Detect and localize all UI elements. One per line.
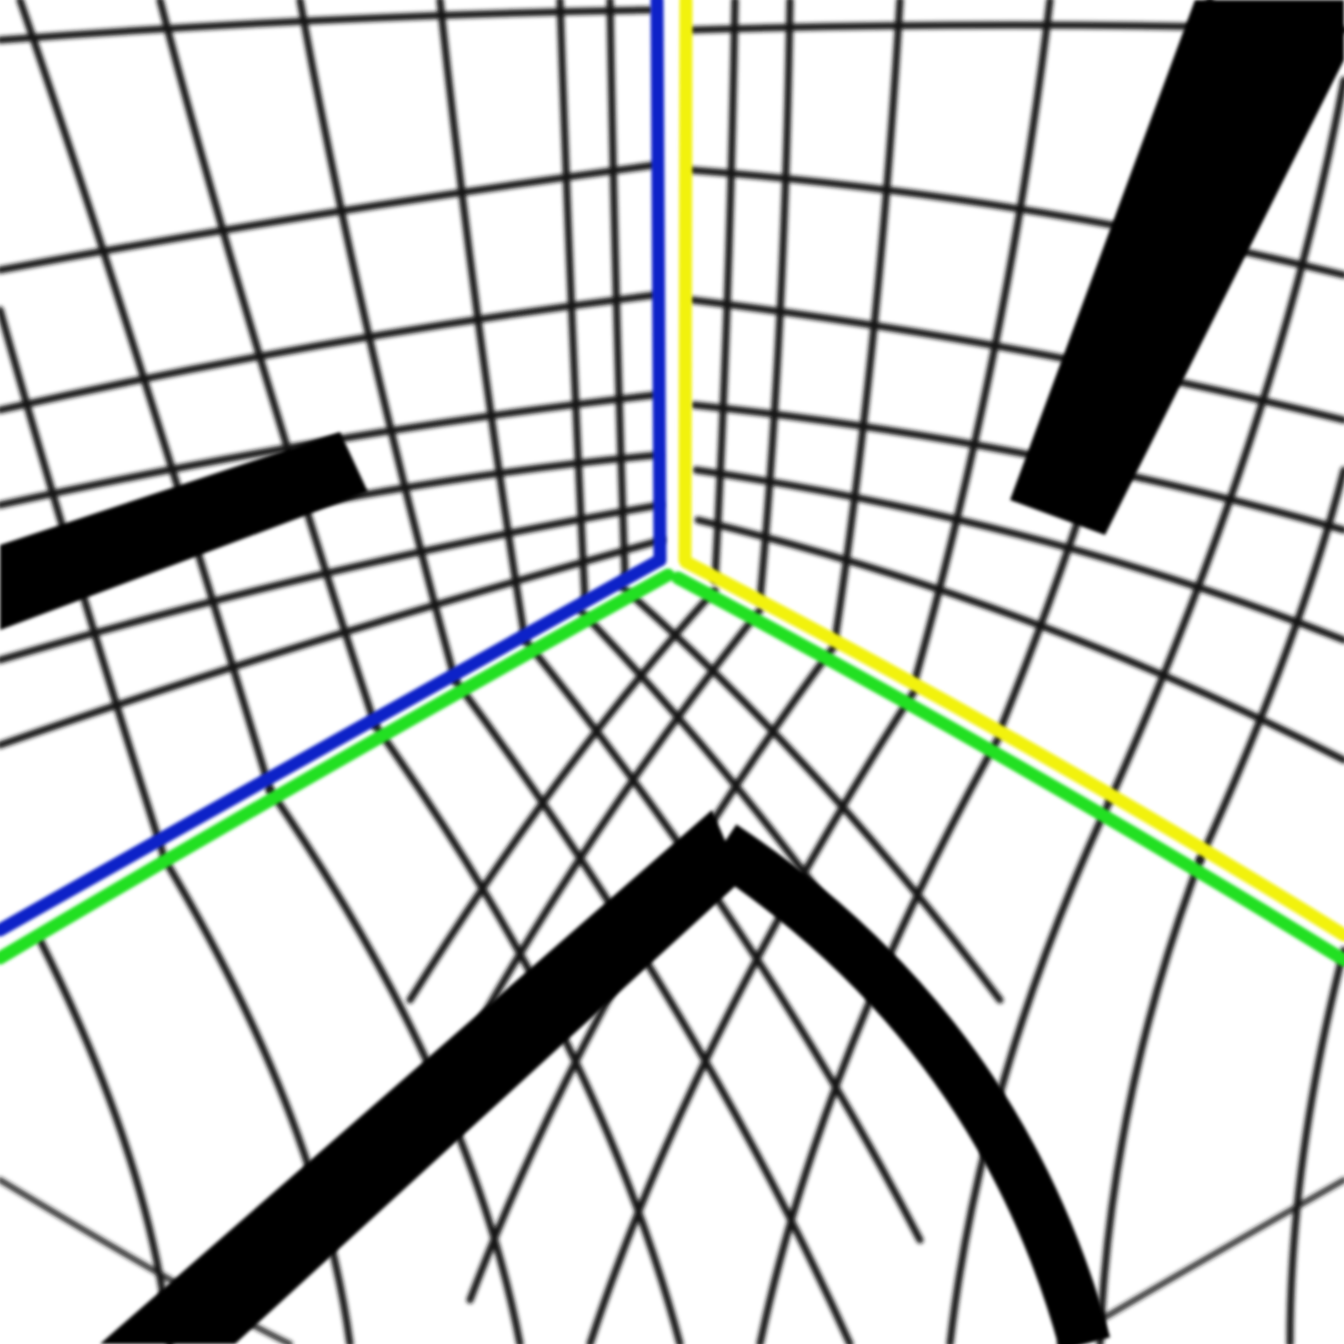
floor-grid-line (946, 796, 1114, 1344)
left-wall-grid-line (556, 0, 589, 604)
left-wall-grid-line (296, 0, 459, 684)
right-wall-grid-line (688, 296, 1344, 424)
left-wall-vertical-edge (650, 0, 667, 567)
corner-edges (0, 0, 1344, 967)
right-wall-grid-line (756, 0, 794, 604)
right-wall-vertical-edge (678, 0, 693, 567)
left-wall-band (0, 432, 368, 630)
floor-grid-line (1286, 946, 1344, 1344)
left-wall-grid-line (0, 291, 659, 414)
left-wall-grid-line (156, 0, 379, 729)
right-floor-edge (671, 571, 1344, 967)
right-wall-grid-line (694, 516, 1344, 764)
right-wall-grid-line (911, 0, 1054, 684)
right-wall-grid-line (711, 0, 739, 584)
left-wall-grid-line (0, 536, 666, 749)
floor-band-left-arm (100, 810, 742, 1344)
right-wall-grid-line (692, 466, 1344, 644)
left-wall-grid-line (0, 161, 659, 274)
right-wall-grid-line (690, 401, 1344, 534)
floor-grid-line (161, 856, 354, 1344)
floor-grid-line (451, 676, 854, 1344)
floor-grid-line (586, 686, 919, 1344)
right-wall-floor-edge (679, 555, 1344, 942)
floor-band-right-arm (707, 824, 1111, 1344)
right-wall-band (1010, 0, 1344, 535)
left-wall-floor-edge (0, 553, 667, 937)
left-floor-edge (0, 568, 675, 965)
left-wall-grid-line (606, 0, 629, 579)
floor-grid-line (406, 586, 719, 1004)
floor-grid-line (756, 731, 1004, 1344)
right-wall-grid-line (831, 0, 904, 644)
right-wall-grid-line (1196, 466, 1344, 864)
floor-grid-line (521, 636, 924, 1244)
left-wall-grid-line (436, 0, 529, 644)
right-wall-grid-line (1106, 76, 1344, 804)
floor-grid-line (1096, 856, 1204, 1344)
left-wall-grid-line (16, 0, 274, 794)
